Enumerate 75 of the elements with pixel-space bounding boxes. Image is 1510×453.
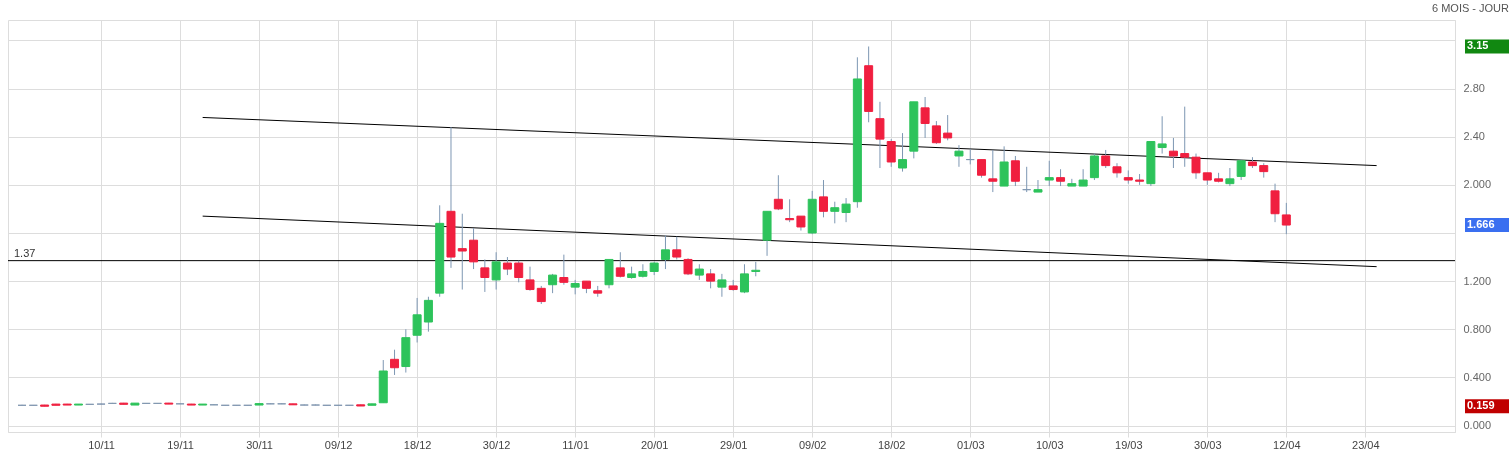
- y-tick-label: 2.40: [1463, 130, 1485, 143]
- candlestick: [525, 266, 535, 292]
- candlestick: [412, 297, 422, 343]
- x-tick-label: 30/11: [246, 438, 273, 451]
- x-tick-label: 19/03: [1115, 438, 1143, 451]
- candlestick: [1270, 183, 1280, 223]
- ref-line-label: 1.37: [14, 246, 36, 259]
- candlestick: [559, 254, 569, 286]
- candlestick: [672, 236, 682, 260]
- candlestick: [977, 159, 987, 179]
- y-tick-label: 1.200: [1463, 274, 1492, 287]
- text: 1.666: [1467, 218, 1495, 231]
- candlestick: [1078, 168, 1088, 187]
- x-tick-label: 01/03: [956, 438, 985, 451]
- candlestick: [875, 101, 885, 169]
- y-tick-label: 0.400: [1463, 370, 1492, 383]
- y-tick-label: 0.000: [1463, 419, 1492, 431]
- x-tick-label: 20/01: [640, 438, 669, 451]
- candlestick: [1191, 153, 1201, 180]
- candlestick: [457, 213, 467, 291]
- x-tick-label: 11/01: [562, 438, 590, 451]
- candlestick: [615, 251, 625, 278]
- candlestick: [931, 120, 941, 145]
- chart-subtitle: 6 MOIS - JOUR: [1431, 2, 1510, 14]
- x-tick-label: 12/04: [1273, 438, 1301, 451]
- x-tick-label: 23/04: [1352, 438, 1380, 451]
- candlestick: [1112, 162, 1122, 179]
- candlestick: [773, 174, 783, 211]
- candlestick: [1180, 106, 1190, 168]
- candlestick: [785, 198, 795, 223]
- x-tick-label: 19/11: [167, 438, 194, 451]
- candlestick: [1010, 155, 1020, 187]
- candlestick: [706, 268, 716, 289]
- candlestick: [514, 260, 524, 283]
- text: 0.159: [1467, 399, 1495, 412]
- candlestick: [480, 258, 490, 293]
- candlestick: [1281, 202, 1291, 235]
- candlestick: [660, 234, 670, 270]
- candlestick: [920, 96, 930, 139]
- x-tick-label: 18/02: [877, 438, 906, 451]
- candlestick: [1168, 137, 1178, 169]
- candlestick: [638, 263, 648, 278]
- y-tick-label: 0.800: [1463, 322, 1492, 335]
- text: 3.15: [1467, 39, 1489, 52]
- x-tick-label: 18/12: [403, 438, 432, 451]
- candlestick: [390, 349, 400, 376]
- candlestick: [491, 251, 501, 291]
- x-tick-label: 29/01: [719, 438, 748, 451]
- candlestick: [1033, 179, 1043, 193]
- x-tick-label: 09/02: [798, 438, 827, 451]
- x-tick-label: 30/03: [1194, 438, 1222, 451]
- x-tick-label: 09/12: [324, 438, 353, 451]
- candlestick: [943, 114, 953, 141]
- candlestick: [841, 197, 851, 223]
- x-tick-label: 10/03: [1036, 438, 1064, 451]
- candlestick: [1101, 149, 1111, 169]
- candlestick: [1089, 153, 1099, 181]
- candlestick: [739, 263, 749, 294]
- y-tick-label: 2.80: [1463, 82, 1485, 95]
- candlestick: [988, 149, 998, 193]
- candlestick: [536, 285, 546, 305]
- candlestick: [954, 144, 964, 168]
- candlestick: [1225, 167, 1235, 187]
- candlestick: [469, 227, 479, 270]
- x-tick-label: 30/12: [482, 438, 511, 451]
- candlestick: [830, 201, 840, 224]
- y-tick-label: 2.000: [1463, 178, 1492, 191]
- candlestick: [502, 256, 512, 276]
- candlestick: [1044, 160, 1054, 187]
- candlestick: [819, 179, 828, 218]
- candlestick: [717, 273, 727, 298]
- candlestick: [423, 296, 433, 333]
- x-tick-label: 10/11: [88, 438, 115, 451]
- candlestick: [898, 132, 908, 173]
- candlestick: [886, 138, 896, 168]
